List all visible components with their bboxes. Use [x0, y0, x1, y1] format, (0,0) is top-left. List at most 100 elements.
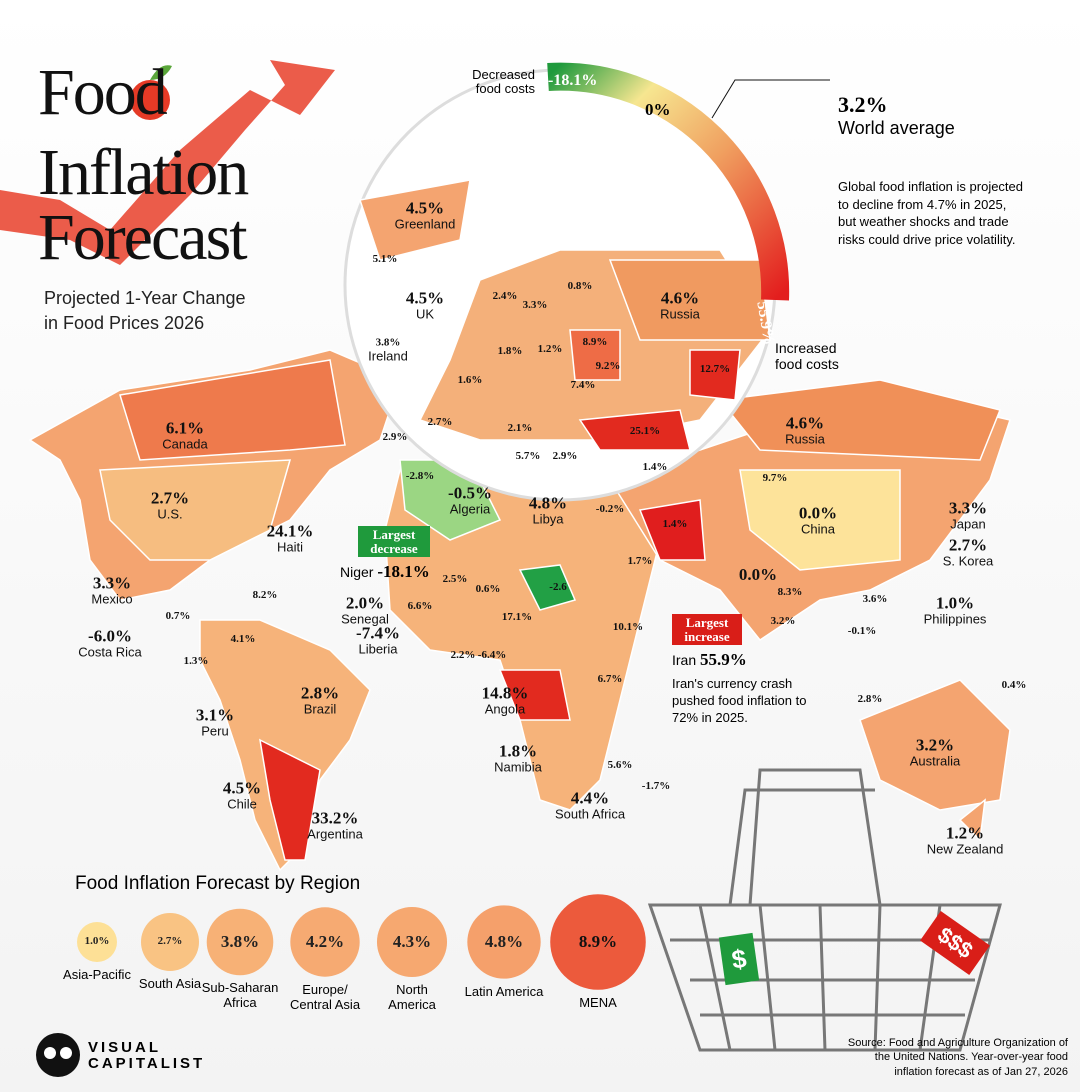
callout-country: Niger	[340, 564, 374, 580]
country-label: 4.8% Libya	[529, 494, 567, 525]
country-label: 5.7%	[516, 451, 541, 463]
country-label: 4.4% South Africa	[555, 789, 625, 820]
country-label: 3.2%	[771, 616, 796, 628]
country-value: 3.1%	[195, 705, 235, 725]
country-value: 4.5%	[405, 288, 445, 308]
country-value: 0.7%	[165, 610, 191, 623]
country-label: 2.0% Senegal	[341, 594, 389, 625]
country-name: Chile	[227, 796, 257, 812]
country-label: 2.1%	[508, 423, 533, 435]
country-value: 3.8%	[375, 336, 401, 349]
region-value: 8.9%	[578, 932, 618, 952]
country-value: 2.2%	[450, 649, 476, 662]
country-value: 1.3%	[183, 655, 209, 668]
country-value: 0.4%	[1001, 679, 1027, 692]
country-value: 4.5%	[222, 778, 262, 798]
world-average-label: World average	[838, 118, 955, 138]
country-label: 4.5% Greenland	[395, 199, 456, 230]
country-label: 8.2%	[253, 590, 278, 602]
country-value: 2.8%	[300, 683, 340, 703]
country-label: 24.1% Haiti	[267, 522, 314, 553]
callout-value: -18.1%	[377, 562, 430, 581]
country-label: 14.8% Angola	[482, 684, 529, 715]
title-line: Food	[38, 56, 168, 129]
region-name: South Asia	[138, 976, 202, 991]
brand-logo-eye	[60, 1047, 72, 1059]
country-name: Ireland	[368, 347, 408, 363]
country-value: 9.7%	[762, 472, 788, 485]
country-label: 1.2%	[538, 344, 563, 356]
gauge-arc	[547, 62, 790, 301]
country-label: 1.4%	[663, 519, 688, 531]
country-value: 8.3%	[777, 586, 803, 599]
region-bubble	[467, 905, 541, 979]
country-value: 1.8%	[498, 741, 538, 761]
region-name: Europe/ Central Asia	[289, 981, 361, 1012]
country-value: 2.7%	[427, 416, 453, 429]
country-label: 2.5%	[443, 574, 468, 586]
country-name: Angola	[484, 701, 526, 717]
trend-arrow	[0, 60, 335, 265]
country-name: S. Korea	[942, 553, 994, 569]
country-name: Brazil	[303, 701, 337, 717]
country-label: 9.7%	[763, 473, 788, 485]
country-value: 24.1%	[266, 521, 314, 541]
country-label: 2.4%	[493, 291, 518, 303]
country-label: 1.4%	[643, 462, 668, 474]
country-value: -6.4%	[477, 649, 507, 662]
country-value: -0.2%	[595, 503, 625, 516]
country-value: 1.0%	[935, 593, 975, 613]
country-label: 9.2%	[596, 361, 621, 373]
country-label: -6.0% Costa Rica	[78, 627, 142, 658]
country-name: Canada	[162, 436, 208, 452]
country-value: 6.1%	[165, 418, 205, 438]
country-value: -7.4%	[356, 623, 400, 643]
region-bubble	[77, 922, 117, 962]
country-name: Haiti	[276, 539, 303, 555]
brand-line: CAPITALIST	[88, 1054, 206, 1072]
region-bubble	[290, 907, 360, 977]
title-line: Inflation	[38, 136, 249, 209]
world-map	[28, 349, 1011, 872]
country-label: 1.2% New Zealand	[927, 824, 1004, 855]
region-bubble	[206, 908, 274, 976]
country-value: 4.5%	[405, 198, 445, 218]
country-value: 2.5%	[442, 573, 468, 586]
country-label: 0.0% China	[799, 504, 837, 535]
country-label: 1.8% Namibia	[494, 742, 542, 773]
country-value: 1.2%	[945, 823, 985, 843]
country-label: 5.1%	[373, 254, 398, 266]
region-name: North America	[388, 982, 436, 1012]
callout-name: Iran 55.9%	[672, 650, 747, 670]
country-value: 2.7%	[150, 488, 190, 508]
country-label: 4.6% Russia	[785, 414, 825, 445]
country-name: Senegal	[341, 611, 389, 627]
largest-decrease: Largest decrease	[358, 526, 430, 558]
country-value: 25.1%	[629, 425, 661, 438]
region-value: 2.7%	[157, 935, 183, 948]
country-label: 3.3% Japan	[949, 499, 987, 530]
country-value: -2.6	[549, 581, 567, 594]
country-name: Costa Rica	[78, 644, 142, 660]
country-label: 5.6%	[608, 760, 633, 772]
country-name: Mexico	[91, 591, 133, 607]
region-value: 4.2%	[305, 932, 345, 952]
country-label: 4.6% Russia	[660, 289, 700, 320]
country-label: -1.7%	[642, 781, 670, 793]
title-line: Forecast	[38, 201, 248, 274]
country-name: U.S.	[157, 506, 183, 522]
region-name: Sub-Saharan Africa	[201, 980, 279, 1011]
country-label: 1.6%	[458, 375, 483, 387]
country-value: -0.5%	[448, 483, 492, 503]
country-label: 2.2%	[451, 650, 476, 662]
country-value: 4.6%	[785, 413, 825, 433]
country-label: -7.4% Liberia	[356, 624, 400, 655]
country-name: Namibia	[494, 759, 542, 775]
brand: VISUAL CAPITALIST	[88, 1040, 205, 1072]
region-name: Asia-Pacific	[63, 967, 131, 982]
price-tag: $	[718, 932, 760, 986]
country-value: 7.4%	[570, 379, 596, 392]
subtitle-line: Projected 1-Year Change	[44, 288, 246, 308]
country-name: Liberia	[358, 641, 398, 657]
country-label: 3.3%	[523, 300, 548, 312]
